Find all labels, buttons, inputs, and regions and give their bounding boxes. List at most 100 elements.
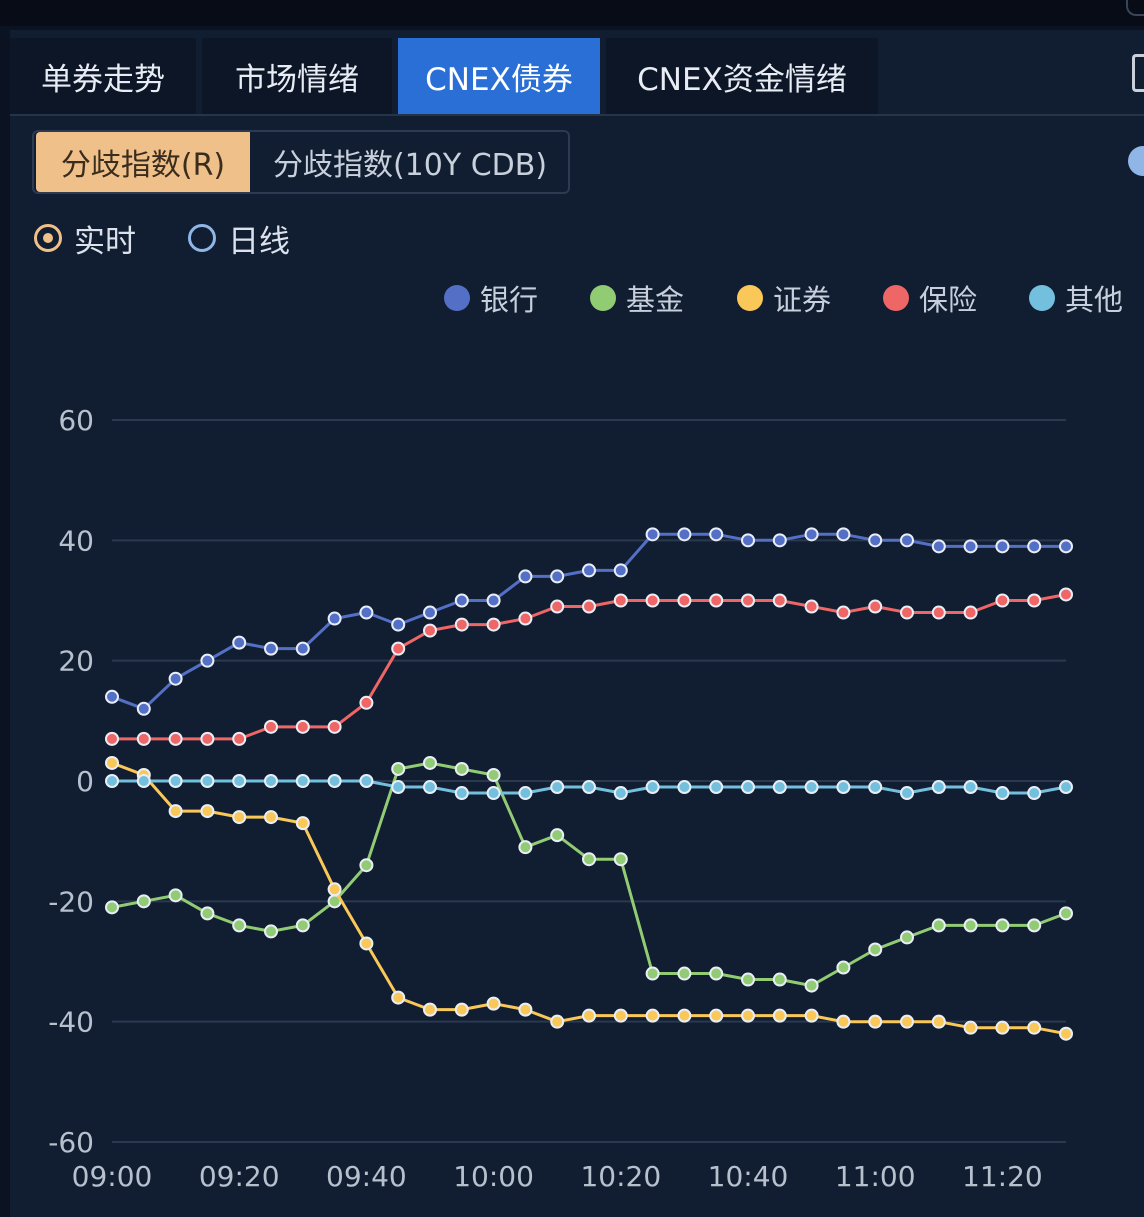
chart-legend: 银行 基金 证券 保险 其他 <box>440 276 1140 320</box>
legend-item-bank[interactable]: 银行 <box>444 276 538 320</box>
y-tick-label: 60 <box>58 404 94 437</box>
tab-cnex-bond[interactable]: CNEX债券 <box>398 38 600 114</box>
data-point-other <box>327 774 342 788</box>
data-point-insurance <box>423 623 437 638</box>
data-point-other <box>391 780 406 795</box>
data-point-bank <box>136 701 151 716</box>
data-point-bank <box>645 527 660 542</box>
x-tick-label: 10:40 <box>708 1160 789 1193</box>
radio-checked-icon <box>34 224 62 252</box>
data-point-securities <box>677 1008 692 1023</box>
data-point-insurance <box>804 599 819 614</box>
data-point-insurance <box>359 695 374 710</box>
radio-daily[interactable]: 日线 <box>188 214 290 262</box>
data-point-insurance <box>772 593 787 608</box>
data-point-fund <box>741 972 755 987</box>
data-point-insurance <box>868 599 883 614</box>
data-point-other <box>423 780 437 795</box>
help-icon[interactable] <box>1128 146 1144 176</box>
data-point-bank <box>836 527 851 542</box>
legend-bank-swatch <box>444 285 470 311</box>
legend-fund-swatch <box>590 285 616 311</box>
data-point-bank <box>613 563 628 578</box>
data-point-bank <box>264 641 278 656</box>
data-point-other <box>550 780 565 795</box>
data-point-fund <box>486 767 501 782</box>
window-top-strip <box>0 0 1144 26</box>
data-point-insurance <box>709 593 724 608</box>
data-point-fund <box>168 888 183 903</box>
data-point-securities <box>454 1002 469 1017</box>
data-point-bank <box>327 611 342 626</box>
data-point-other <box>900 786 914 801</box>
data-point-securities <box>232 810 247 825</box>
series-line-bank <box>111 532 1066 711</box>
data-point-bank <box>677 527 692 542</box>
tab-market-sentiment[interactable]: 市场情绪 <box>202 38 392 114</box>
radio-realtime[interactable]: 实时 <box>34 214 136 262</box>
data-point-bank <box>200 653 215 668</box>
data-point-bank <box>295 641 310 656</box>
main-tabs: 单券走势 市场情绪 CNEX债券 CNEX资金情绪 <box>10 38 1144 116</box>
data-point-bank <box>1059 539 1073 554</box>
data-point-securities <box>963 1020 978 1035</box>
data-point-other <box>995 786 1010 801</box>
legend-item-insurance[interactable]: 保险 <box>883 276 977 320</box>
subtab-divergence-r[interactable]: 分歧指数(R) <box>36 132 250 192</box>
data-point-securities <box>550 1014 565 1029</box>
data-point-insurance <box>486 617 501 632</box>
data-point-insurance <box>582 599 596 614</box>
data-point-insurance <box>454 617 469 632</box>
data-point-fund <box>963 918 978 933</box>
data-point-other <box>868 780 883 795</box>
subtab-divergence-10y-cdb[interactable]: 分歧指数(10Y CDB) <box>272 148 548 183</box>
data-point-fund <box>868 942 883 957</box>
data-point-securities <box>327 882 342 897</box>
data-point-insurance <box>136 731 151 746</box>
data-point-other <box>963 780 978 795</box>
data-point-insurance <box>295 719 310 734</box>
legend-securities-label: 证券 <box>773 283 832 317</box>
data-point-fund <box>836 960 851 975</box>
y-tick-label: 0 <box>76 765 94 798</box>
data-point-other <box>105 774 119 788</box>
tab-cnex-funding-sentiment[interactable]: CNEX资金情绪 <box>606 38 878 114</box>
data-point-securities <box>518 1002 533 1017</box>
data-point-insurance <box>232 731 247 746</box>
data-point-securities <box>359 936 374 951</box>
data-point-other <box>709 780 724 795</box>
data-point-other <box>136 774 151 788</box>
data-point-other <box>200 774 215 788</box>
x-tick-label: 09:20 <box>199 1160 280 1193</box>
series-line-insurance <box>112 593 1067 741</box>
data-point-fund <box>359 858 374 873</box>
data-point-fund <box>804 978 819 993</box>
data-point-insurance <box>836 605 851 620</box>
y-tick-label: 40 <box>58 524 94 557</box>
legend-other-swatch <box>1029 285 1055 311</box>
tab-single-bond-trend[interactable]: 单券走势 <box>10 38 196 114</box>
data-point-securities <box>931 1014 946 1029</box>
data-point-bank <box>232 635 247 650</box>
series-line-securities <box>111 761 1067 1036</box>
data-point-securities <box>709 1008 724 1023</box>
data-point-insurance <box>741 593 755 608</box>
legend-item-other[interactable]: 其他 <box>1029 276 1123 320</box>
data-point-fund <box>900 930 914 945</box>
data-point-securities <box>868 1014 883 1029</box>
data-point-securities <box>900 1014 914 1029</box>
data-point-other <box>486 786 501 801</box>
legend-item-fund[interactable]: 基金 <box>590 276 684 320</box>
data-point-insurance <box>1059 587 1073 602</box>
data-point-insurance <box>1027 593 1042 608</box>
data-point-fund <box>645 966 660 981</box>
legend-other-label: 其他 <box>1065 283 1124 317</box>
data-point-other <box>677 780 692 795</box>
data-point-other <box>613 786 628 801</box>
panel-toggle-icon[interactable] <box>1132 54 1144 92</box>
data-point-insurance <box>645 593 660 608</box>
data-point-insurance <box>200 731 215 746</box>
legend-item-securities[interactable]: 证券 <box>737 276 831 320</box>
data-point-fund <box>105 900 119 915</box>
data-point-other <box>359 774 374 788</box>
